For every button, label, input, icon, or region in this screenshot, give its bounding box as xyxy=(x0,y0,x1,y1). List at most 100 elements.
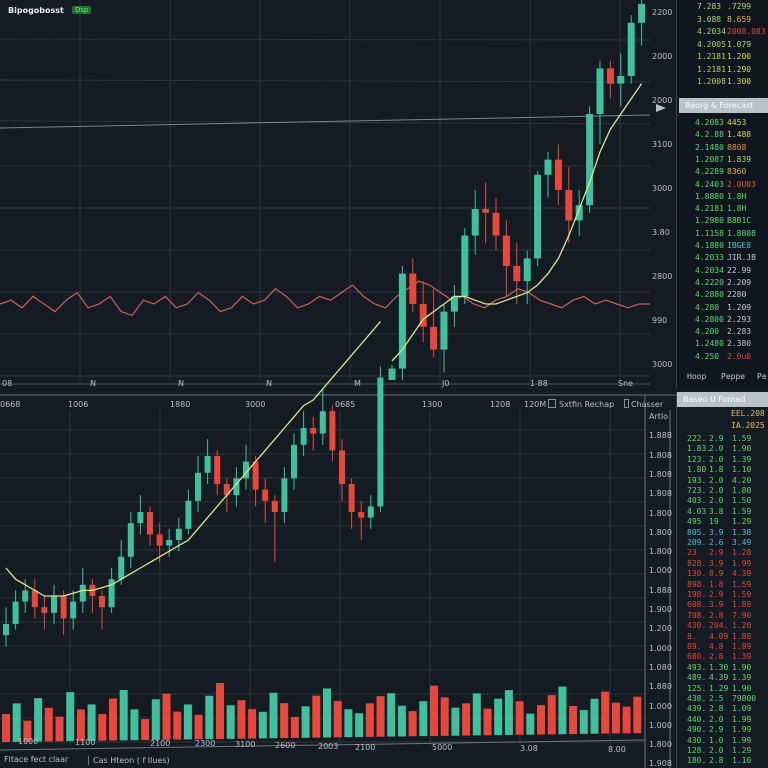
qty: 2.9 xyxy=(709,434,724,443)
volume-bar xyxy=(280,703,289,739)
x-tick-label: 1000 xyxy=(18,737,39,746)
y-tick-label: 2800 xyxy=(652,272,673,281)
price: 222. xyxy=(687,434,707,443)
size: 1.8H xyxy=(727,204,747,214)
top-candle xyxy=(430,326,438,350)
checkbox-rechap[interactable] xyxy=(548,399,556,408)
volume-bar xyxy=(483,708,492,736)
size: 4453 xyxy=(727,118,747,127)
qty: 3.9 xyxy=(709,527,724,537)
volume-bar xyxy=(290,716,299,738)
total: 1.10 xyxy=(732,756,752,766)
volume-bar xyxy=(130,709,139,741)
qty: 4.09 xyxy=(709,631,729,641)
total: 1.99 xyxy=(732,714,752,724)
bottom-candle xyxy=(166,540,173,546)
price: 4.2880 xyxy=(695,290,724,300)
volume-bar xyxy=(333,700,342,738)
volume-bar xyxy=(569,706,578,735)
footer-tab-2[interactable]: Pe xyxy=(757,372,767,381)
order-book-top-header[interactable]: Reorg & Forecast xyxy=(679,98,768,113)
volume-bar xyxy=(301,706,310,738)
total: 1.59 xyxy=(732,434,752,443)
qty: 2.9 xyxy=(709,590,724,599)
volume-bar xyxy=(258,711,267,739)
date-label: 120M xyxy=(524,400,547,409)
qty: 1.8 xyxy=(709,465,724,475)
qty: 2.0 xyxy=(709,475,724,485)
x-tick-label: 1006 xyxy=(68,400,89,409)
total: 4.20 xyxy=(732,475,752,485)
qty: 3.9 xyxy=(709,600,724,610)
x-tick-label: J0 xyxy=(442,379,450,388)
total: 1.90 xyxy=(732,444,752,454)
bottom-candle xyxy=(252,461,259,490)
size: 1.079 xyxy=(727,39,752,49)
x-tick-label: 1 88 xyxy=(530,379,548,388)
volume-bar xyxy=(44,707,53,742)
price: 4.2034 xyxy=(695,265,724,275)
bottom-candle xyxy=(319,411,326,434)
total: 1.28 xyxy=(732,548,752,558)
bottom-candle xyxy=(12,601,19,624)
bottom-moving-average xyxy=(5,321,381,597)
top-moving-average xyxy=(391,83,643,362)
footer-tab-1[interactable]: Peppe xyxy=(721,372,746,381)
volume-bar xyxy=(462,703,471,736)
x-tick-label: 5000 xyxy=(432,743,453,753)
y-tick-label: 1.808 xyxy=(649,469,672,479)
checkbox-chasser-label: Chasser xyxy=(631,400,664,409)
volume-bar xyxy=(472,693,481,736)
grid-line xyxy=(0,38,651,41)
total: 1.90 xyxy=(732,683,752,693)
price: 4.2.88 xyxy=(695,130,724,140)
volume-bar xyxy=(66,692,75,742)
total: 1.99 xyxy=(732,725,752,735)
total: 1.59 xyxy=(732,590,752,599)
volume-bar xyxy=(109,698,117,741)
top-candle xyxy=(461,235,469,297)
qty: 2.8 xyxy=(709,610,724,620)
qty: 4.8 xyxy=(709,642,724,651)
price: 4.2403 xyxy=(695,179,724,189)
top-candle xyxy=(409,273,417,304)
bottom-candle xyxy=(204,456,211,473)
top-candle xyxy=(482,209,490,213)
volume-bar xyxy=(162,693,171,740)
x-tick-label: 2300 xyxy=(195,739,216,749)
bottom-candle xyxy=(137,512,144,524)
divider xyxy=(0,739,646,751)
price: 440. xyxy=(687,714,707,724)
size: 2.0U03 xyxy=(727,179,756,189)
price: 23 xyxy=(687,548,697,558)
total: 1.59 xyxy=(732,506,752,516)
total: 1.39 xyxy=(732,673,752,683)
price: 430. xyxy=(687,621,707,631)
price: 4.200 xyxy=(695,327,720,337)
volume-bar xyxy=(2,714,10,742)
volume-bar xyxy=(451,707,460,736)
order-book-bottom-header[interactable]: Baseo U Fomad xyxy=(677,392,768,407)
status-right: Cas Hteon ( f Ilues) xyxy=(88,756,170,765)
volume-bar xyxy=(344,709,353,738)
bottom-candle xyxy=(214,456,221,484)
volume-bar xyxy=(601,691,610,734)
size: B8B1C xyxy=(727,216,752,226)
price: 4.280 xyxy=(695,302,720,312)
top-candle xyxy=(534,174,542,259)
price: 403. xyxy=(687,496,707,506)
x-tick-label: 8.00 xyxy=(608,745,626,754)
y-tick-label: 1.000 xyxy=(649,566,672,576)
top-candle xyxy=(627,22,635,76)
footer-tab-0[interactable]: Hoop xyxy=(687,372,707,381)
top-candle xyxy=(575,205,583,221)
size: 1.300 xyxy=(727,77,752,86)
top-candle xyxy=(544,159,552,175)
bottom-candle xyxy=(358,512,365,518)
top-candle xyxy=(586,114,594,206)
bottom-candle xyxy=(147,512,153,535)
timeframe-badge[interactable]: Dsp xyxy=(72,6,92,14)
checkbox-chasser[interactable] xyxy=(624,399,629,408)
total: 1.99 xyxy=(732,735,752,745)
